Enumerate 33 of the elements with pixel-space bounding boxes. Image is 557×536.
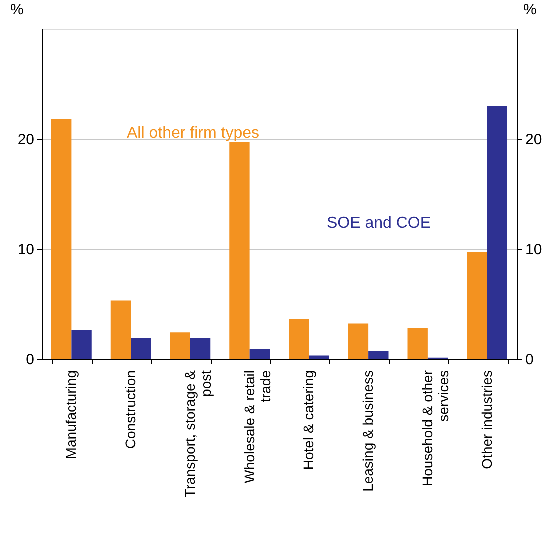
bar (170, 332, 190, 359)
x-tick-label: Wholesale & retail trade (241, 370, 274, 484)
x-tick-label: Other industries (478, 370, 495, 470)
y-tick-label: 0 (26, 352, 34, 368)
bar (487, 106, 508, 359)
bar (289, 319, 310, 359)
y-tick-label: 20 (18, 132, 34, 148)
bar (230, 142, 250, 359)
bar (467, 252, 488, 359)
bar (408, 328, 428, 359)
x-tick-label: Manufacturing (63, 370, 80, 460)
bar (72, 330, 92, 359)
x-tick-label: Transport, storage & post (182, 370, 214, 498)
x-tick-label: Household & other services (419, 370, 452, 486)
y2-axis-title: % (524, 2, 537, 18)
bar (250, 349, 270, 359)
series-label: All other firm types (127, 125, 260, 142)
bar (131, 338, 152, 359)
y2-tick-label: 0 (526, 352, 534, 368)
y2-tick-label: 10 (526, 242, 542, 258)
bar (348, 324, 369, 359)
bar (52, 119, 72, 359)
x-tick-label: Hotel & catering (300, 370, 317, 470)
bar (190, 338, 211, 359)
bar (309, 356, 330, 359)
bar (110, 300, 132, 359)
y-tick-label: 10 (18, 242, 34, 258)
x-tick-label: Construction (122, 370, 139, 450)
x-tick-label: Leasing & business (360, 370, 376, 492)
y-axis-title: % (10, 2, 24, 18)
y2-tick-label: 20 (526, 132, 542, 148)
text: SOE and COE (327, 215, 432, 232)
bar (368, 351, 389, 359)
